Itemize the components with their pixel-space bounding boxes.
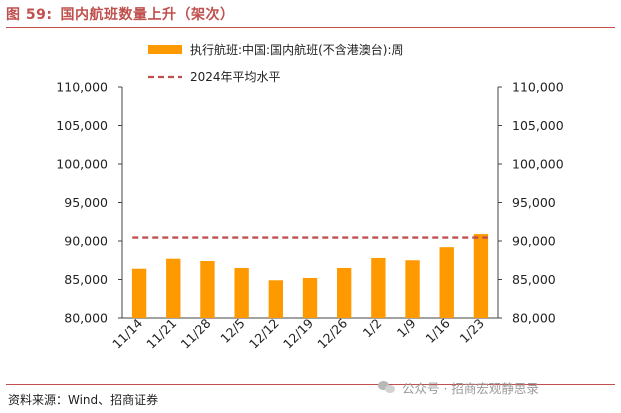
bar [234,267,249,318]
legend-bar-label: 执行航班:中国:国内航班(不含港澳台):周 [190,42,404,57]
x-tick-label: 12/19 [280,315,316,351]
plot-area: 80,000 80,000 85,000 85,000 90,000 90,000 95,0… [56,80,563,352]
x-tick-label: 1/23 [457,316,487,346]
figure-title-text: 国内航班数量上升（架次） [60,7,235,23]
figure-number: 图 59: [6,7,53,23]
bar [473,234,489,318]
wechat-icon [378,380,396,395]
y-tick-label-right: 110,000 [512,80,564,95]
y-tick-label-right: 105,000 [512,118,564,133]
x-tick-label: 1/16 [422,315,452,345]
y-tick-label-left: 95,000 [64,195,108,210]
x-tick-label: 1/2 [360,316,385,341]
y-tick-label-right: 100,000 [512,157,564,172]
y-tick-label-left: 110,000 [56,80,108,95]
y-tick-label-left: 90,000 [64,234,108,249]
chart-legend: 执行航班:中国:国内航班(不含港澳台):周 2024年平均水平 [148,42,404,84]
y-tick-label-left: 105,000 [56,118,108,133]
bar [439,247,454,318]
title-divider [6,27,615,28]
y-tick-label-left: 85,000 [64,272,108,287]
legend-line-label: 2024年平均水平 [190,70,281,84]
x-tick-label: 11/21 [143,316,179,352]
x-tick-label: 12/12 [246,316,282,352]
bar [131,268,147,318]
footer-divider [6,384,615,385]
y-tick-label-right: 95,000 [512,195,556,210]
watermark: 公众号 · 招商宏观静思录 [378,378,539,397]
figure-title: 图 59: 国内航班数量上升（架次） [6,4,234,24]
bar [268,280,283,318]
bar-chart: 执行航班:中国:国内航班(不含港澳台):周 2024年平均水平 80,000 80… [56,42,563,352]
x-tick-label: 1/9 [394,315,419,340]
x-tick-label: 12/26 [314,315,350,351]
x-tick-label: 11/14 [109,315,145,351]
bar [371,257,386,318]
bar [302,277,318,318]
source-note: 资料来源：Wind、招商证券 [8,393,159,407]
watermark-text: 公众号 · 招商宏观静思录 [402,381,539,396]
legend-bar-swatch [148,45,182,54]
y-tick-label-right: 80,000 [512,311,556,326]
x-tick-label: 12/5 [217,316,247,346]
bar [200,261,215,318]
bar [405,260,420,318]
y-tick-label-left: 80,000 [64,311,108,326]
x-tick-label: 11/28 [177,315,213,351]
y-tick-label-right: 85,000 [512,272,556,287]
bar [337,267,352,318]
bar [166,258,181,318]
y-tick-label-right: 90,000 [512,234,556,249]
y-tick-label-left: 100,000 [56,157,108,172]
